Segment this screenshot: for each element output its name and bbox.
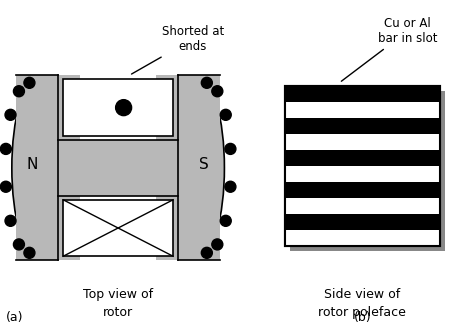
Text: Shorted at
ends: Shorted at ends	[131, 25, 224, 74]
Circle shape	[116, 100, 132, 116]
Circle shape	[13, 86, 25, 97]
Circle shape	[201, 77, 212, 88]
Text: (a): (a)	[6, 311, 23, 324]
Bar	[285, 182, 440, 198]
Bar	[285, 134, 440, 150]
Bar	[63, 80, 173, 136]
Circle shape	[225, 143, 236, 155]
Bar	[285, 166, 440, 182]
Text: Side view of
rotor poleface: Side view of rotor poleface	[319, 288, 406, 319]
Bar	[285, 102, 440, 118]
Bar	[285, 86, 440, 246]
Text: (b): (b)	[354, 311, 371, 324]
Bar	[290, 91, 445, 251]
Circle shape	[13, 239, 25, 250]
Circle shape	[0, 143, 11, 155]
Bar	[285, 230, 440, 246]
Circle shape	[201, 247, 212, 258]
Bar	[285, 86, 440, 246]
Circle shape	[0, 181, 11, 192]
Bar	[156, 75, 220, 260]
Circle shape	[220, 109, 231, 120]
Circle shape	[24, 77, 35, 88]
Bar	[285, 214, 440, 230]
Bar	[285, 86, 440, 102]
Text: Top view of
rotor: Top view of rotor	[83, 288, 153, 319]
Ellipse shape	[172, 77, 224, 259]
Circle shape	[225, 181, 236, 192]
Text: N: N	[27, 157, 38, 172]
Circle shape	[220, 215, 231, 226]
Circle shape	[212, 86, 223, 97]
Bar	[285, 198, 440, 214]
Circle shape	[212, 239, 223, 250]
Circle shape	[5, 109, 16, 120]
Bar	[16, 75, 80, 260]
Bar	[285, 150, 440, 166]
Bar	[58, 140, 178, 196]
Circle shape	[5, 215, 16, 226]
Circle shape	[24, 247, 35, 258]
Bar	[63, 200, 173, 256]
Ellipse shape	[12, 77, 64, 259]
Text: S: S	[199, 157, 209, 172]
Text: Cu or Al
bar in slot: Cu or Al bar in slot	[341, 17, 438, 81]
Bar	[285, 118, 440, 134]
